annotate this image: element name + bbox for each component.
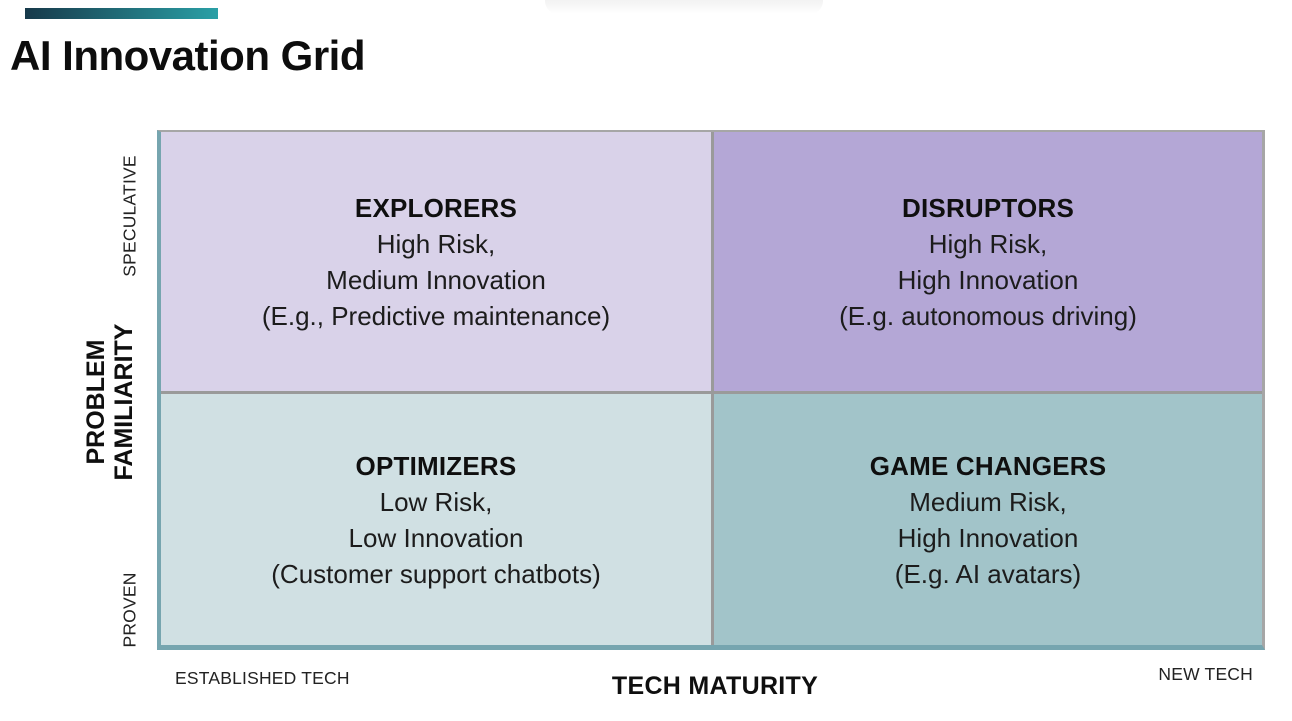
quadrant-line: High Innovation [897,522,1079,553]
quadrant-title: OPTIMIZERS [355,450,517,481]
quadrant-explorers: EXPLORERS High Risk, Medium Innovation (… [161,132,711,391]
y-axis-label-line2: FAMILIARITY [110,323,138,481]
quadrant-grid: EXPLORERS High Risk, Medium Innovation (… [157,130,1265,650]
y-axis-label-line1: PROBLEM [82,339,110,465]
quadrant-line: (E.g. autonomous driving) [839,300,1137,331]
quadrant-line: (E.g. AI avatars) [894,558,1082,589]
x-axis-label: TECH MATURITY [611,672,819,700]
quadrant-line: High Innovation [897,264,1079,295]
quadrant-line: Medium Risk, [909,486,1067,517]
quadrant-line: High Risk, [928,228,1048,259]
quadrant-title: GAME CHANGERS [869,450,1107,481]
quadrant-optimizers: OPTIMIZERS Low Risk, Low Innovation (Cus… [161,394,711,645]
x-axis-tick-established-tech: ESTABLISHED TECH [175,668,350,688]
toolbar-shadow [545,0,823,14]
brand-gradient-bar [25,8,218,19]
quadrant-line: Low Risk, [379,486,493,517]
quadrant-disruptors: DISRUPTORS High Risk, High Innovation (E… [714,132,1262,391]
quadrant-line: Medium Innovation [326,264,546,295]
quadrant-title: EXPLORERS [354,192,518,223]
quadrant-line: (Customer support chatbots) [271,558,601,589]
x-axis-tick-new-tech: NEW TECH [1158,664,1253,684]
quadrant-game-changers: GAME CHANGERS Medium Risk, High Innovati… [714,394,1262,645]
quadrant-line: High Risk, [376,228,496,259]
y-axis-tick-proven: PROVEN [119,572,140,648]
y-axis-label: PROBLEM FAMILIARITY [82,324,138,481]
quadrant-line: Low Innovation [348,522,524,553]
quadrant-title: DISRUPTORS [902,192,1074,223]
y-axis-tick-speculative: SPECULATIVE [119,155,140,277]
quadrant-line: (E.g., Predictive maintenance) [261,300,611,331]
page-title: AI Innovation Grid [10,32,366,79]
